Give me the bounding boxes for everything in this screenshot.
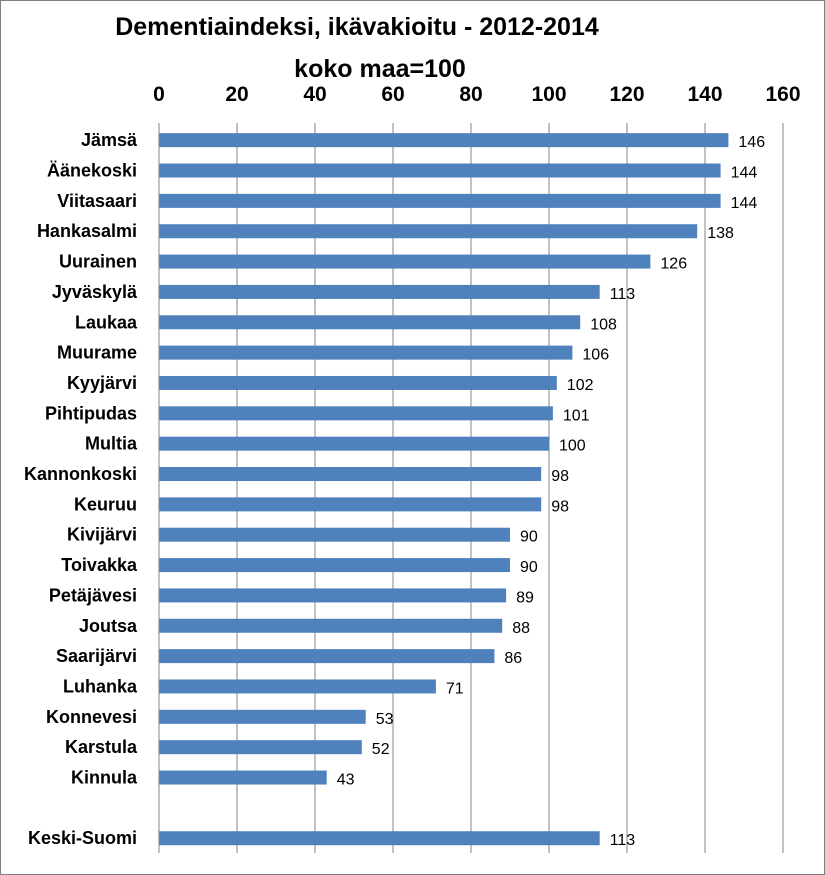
x-tick-label: 80 bbox=[459, 83, 482, 106]
category-label: Konnevesi bbox=[46, 707, 137, 727]
value-labels: 146 144 144 138 126 113 108 106 102 101 100 98 98 90 9… bbox=[337, 134, 765, 849]
data-label: 88 bbox=[512, 620, 530, 637]
category-label: Äänekoski bbox=[47, 161, 137, 181]
data-label: 102 bbox=[567, 377, 594, 394]
data-label: 52 bbox=[372, 741, 390, 758]
bar bbox=[159, 315, 581, 330]
bar bbox=[159, 375, 557, 390]
data-label: 90 bbox=[520, 559, 538, 576]
data-label: 138 bbox=[707, 225, 734, 242]
gridlines bbox=[236, 123, 784, 853]
category-label: Toivakka bbox=[61, 555, 138, 575]
bar bbox=[159, 345, 573, 360]
bar bbox=[159, 527, 510, 542]
x-tick-label: 20 bbox=[225, 83, 248, 106]
data-label: 108 bbox=[590, 316, 617, 333]
bar bbox=[159, 770, 327, 785]
category-label: Joutsa bbox=[79, 616, 138, 636]
data-label: 71 bbox=[446, 680, 464, 697]
x-tick-label: 140 bbox=[687, 83, 722, 106]
x-tick-label: 40 bbox=[303, 83, 326, 106]
category-label: Keuruu bbox=[74, 494, 137, 514]
x-axis-ticks: 0 20 40 60 80 100 120 140 160 bbox=[153, 83, 800, 106]
data-label: 106 bbox=[582, 347, 609, 364]
category-label: Pihtipudas bbox=[45, 403, 137, 423]
bar bbox=[159, 497, 542, 512]
data-label: 53 bbox=[376, 711, 394, 728]
bar bbox=[159, 467, 542, 482]
bars bbox=[159, 133, 729, 846]
bar bbox=[159, 558, 510, 573]
data-label: 101 bbox=[563, 407, 590, 424]
chart-subtitle: koko maa=100 bbox=[294, 55, 466, 83]
x-tick-label: 60 bbox=[381, 83, 404, 106]
x-tick-label: 0 bbox=[153, 83, 165, 106]
category-label: Karstula bbox=[65, 737, 138, 757]
bar bbox=[159, 831, 600, 846]
data-label: 98 bbox=[551, 468, 569, 485]
bar bbox=[159, 224, 698, 239]
data-label: 146 bbox=[738, 134, 765, 151]
bar bbox=[159, 133, 729, 148]
bar bbox=[159, 709, 366, 724]
bar bbox=[159, 679, 436, 694]
bar bbox=[159, 740, 362, 755]
category-label: Uurainen bbox=[59, 252, 137, 272]
bar bbox=[159, 588, 507, 603]
category-label: Jämsä bbox=[81, 130, 138, 150]
bar bbox=[159, 649, 495, 664]
x-tick-label: 160 bbox=[765, 83, 800, 106]
data-label: 43 bbox=[337, 772, 355, 789]
category-label: Hankasalmi bbox=[37, 221, 137, 241]
category-label: Jyväskylä bbox=[52, 282, 138, 302]
category-label: Kinnula bbox=[71, 768, 138, 788]
bar bbox=[159, 284, 600, 299]
category-label: Keski-Suomi bbox=[28, 828, 137, 848]
data-label: 113 bbox=[610, 286, 636, 303]
bar bbox=[159, 254, 651, 269]
category-label: Kannonkoski bbox=[24, 464, 137, 484]
bar bbox=[159, 406, 553, 421]
bar bbox=[159, 436, 549, 451]
data-label: 100 bbox=[559, 438, 586, 455]
data-label: 144 bbox=[731, 195, 758, 212]
x-tick-label: 120 bbox=[609, 83, 644, 106]
data-label: 89 bbox=[516, 589, 534, 606]
data-label: 113 bbox=[610, 832, 636, 849]
data-label: 86 bbox=[504, 650, 522, 667]
category-label: Petäjävesi bbox=[49, 585, 137, 605]
category-label: Kivijärvi bbox=[67, 525, 137, 545]
category-labels: Jämsä Äänekoski Viitasaari Hankasalmi Uurain… bbox=[24, 130, 138, 848]
x-tick-label: 100 bbox=[531, 83, 566, 106]
category-label: Kyyjärvi bbox=[67, 373, 137, 393]
category-label: Saarijärvi bbox=[56, 646, 137, 666]
chart-title: Dementiaindeksi, ikävakioitu - 2012-2014 bbox=[115, 13, 599, 41]
bar bbox=[159, 618, 503, 633]
data-label: 98 bbox=[551, 498, 569, 515]
category-label: Luhanka bbox=[63, 676, 138, 696]
data-label: 144 bbox=[731, 165, 758, 182]
bar bbox=[159, 163, 721, 178]
data-label: 126 bbox=[660, 256, 687, 273]
category-label: Multia bbox=[85, 434, 138, 454]
category-label: Muurame bbox=[57, 343, 137, 363]
category-label: Laukaa bbox=[75, 312, 138, 332]
bar bbox=[159, 193, 721, 208]
category-label: Viitasaari bbox=[57, 191, 137, 211]
data-label: 90 bbox=[520, 529, 538, 546]
